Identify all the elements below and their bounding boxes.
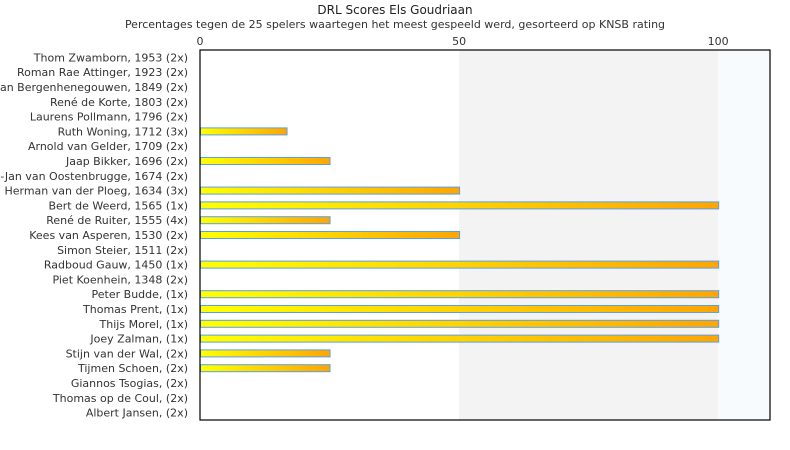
category-label: Simon Steier, 1511 (2x): [57, 244, 188, 257]
category-label: Herman van der Ploeg, 1634 (3x): [4, 185, 188, 198]
bar: [200, 186, 461, 195]
category-label: Radboud Gauw, 1450 (1x): [44, 259, 188, 272]
category-label: Giannos Tsogias, (2x): [71, 377, 188, 390]
category-label: Stijn van der Wal, (2x): [66, 347, 188, 360]
category-label: Thomas op de Coul, (2x): [52, 392, 188, 405]
category-label: t-Jan van Oostenbrugge, 1674 (2x): [0, 170, 188, 183]
bar: [200, 231, 461, 239]
bar: [200, 260, 720, 269]
bar: [200, 216, 331, 225]
bar: [200, 127, 288, 136]
category-label: Roman Rae Attinger, 1923 (2x): [17, 66, 188, 79]
bar: [200, 334, 720, 343]
category-label: René de Ruiter, 1555 (4x): [46, 214, 188, 227]
bar: [200, 305, 720, 313]
category-label: Laurens Pollmann, 1796 (2x): [30, 111, 188, 124]
bar: [200, 157, 331, 165]
category-label: Jaap Bikker, 1696 (2x): [65, 155, 188, 168]
x-tick-label: 0: [197, 35, 204, 48]
category-label: Bert de Weerd, 1565 (1x): [48, 199, 188, 212]
bar: [200, 364, 331, 373]
category-label: Thijs Morel, (1x): [99, 318, 188, 331]
category-label: Tijmen Schoen, (2x): [77, 362, 188, 375]
bar: [200, 201, 720, 210]
category-label: René de Korte, 1803 (2x): [50, 96, 188, 109]
chart-title: DRL Scores Els Goudriaan: [317, 3, 473, 17]
bar: [200, 319, 720, 328]
category-label: Thom Zwamborn, 1953 (2x): [33, 51, 188, 64]
background-band: [459, 50, 719, 420]
category-label: Kees van Asperen, 1530 (2x): [29, 229, 188, 242]
bar: [200, 290, 720, 299]
category-label: Thomas Prent, (1x): [82, 303, 188, 316]
category-label: Arnold van Gelder, 1709 (2x): [28, 140, 188, 153]
category-label: Piet Koenhein, 1348 (2x): [52, 273, 188, 286]
x-tick-label: 100: [708, 35, 729, 48]
x-tick-label: 50: [452, 35, 466, 48]
category-label: Peter Budde, (1x): [92, 288, 188, 301]
category-label: Ruth Woning, 1712 (3x): [58, 125, 188, 138]
category-label: Joey Zalman, (1x): [89, 333, 188, 346]
chart-subtitle: Percentages tegen de 25 spelers waartege…: [124, 18, 666, 31]
background-band: [718, 50, 770, 420]
category-label: van Bergenhenegouwen, 1849 (2x): [0, 81, 188, 94]
bar: [200, 349, 331, 358]
plot-border: [199, 49, 771, 421]
category-label: Albert Jansen, (2x): [86, 407, 188, 420]
